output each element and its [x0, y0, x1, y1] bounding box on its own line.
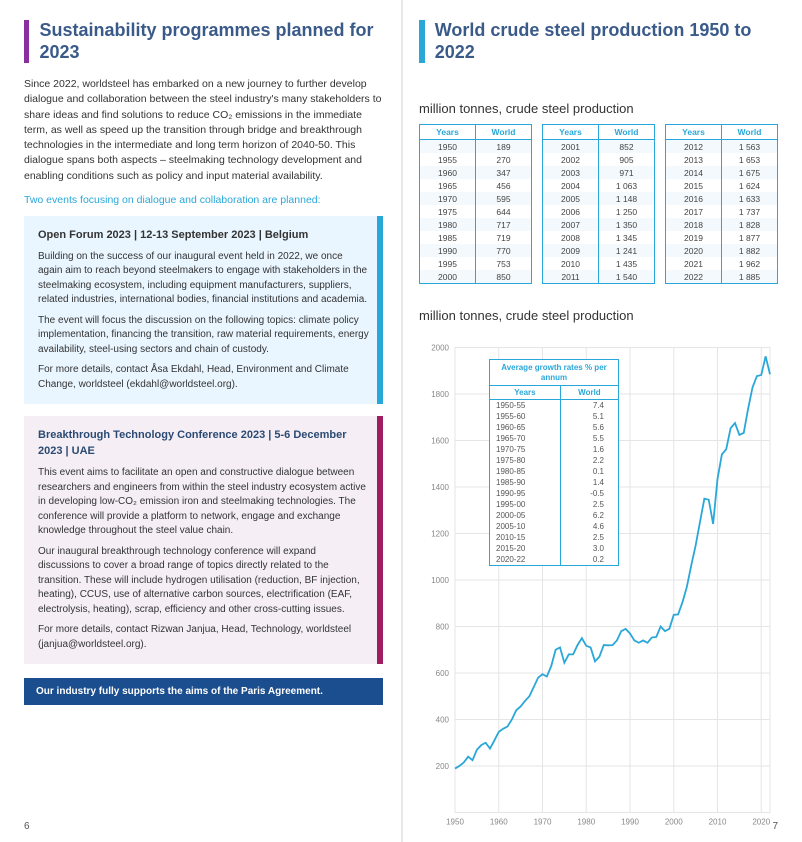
breakthrough-p3: For more details, contact Rizwan Janjua,… — [38, 623, 369, 652]
svg-text:400: 400 — [436, 716, 450, 725]
subline: Two events focusing on dialogue and coll… — [24, 194, 383, 206]
svg-text:2020: 2020 — [752, 818, 770, 827]
page-number-right: 7 — [772, 821, 778, 832]
production-table-1: YearsWorld195018919552701960347196545619… — [419, 124, 532, 284]
svg-text:1950: 1950 — [446, 818, 464, 827]
svg-text:1800: 1800 — [431, 390, 449, 399]
svg-text:600: 600 — [436, 669, 450, 678]
svg-text:800: 800 — [436, 623, 450, 632]
left-page: Sustainability programmes planned for 20… — [0, 0, 401, 842]
growth-rates-table: YearsWorld1950-557.41955-605.11960-655.6… — [490, 386, 618, 565]
right-title: World crude steel production 1950 to 202… — [435, 20, 778, 63]
chart-section-label: million tonnes, crude steel production — [419, 308, 778, 323]
svg-text:200: 200 — [436, 762, 450, 771]
left-title: Sustainability programmes planned for 20… — [39, 20, 383, 63]
svg-text:1600: 1600 — [431, 437, 449, 446]
callout-stripe-magenta — [377, 416, 383, 664]
open-forum-callout: Open Forum 2023 | 12-13 September 2023 |… — [24, 216, 383, 404]
right-page: World crude steel production 1950 to 202… — [401, 0, 802, 842]
growth-box-title: Average growth rates % per annum — [490, 360, 618, 386]
svg-text:1990: 1990 — [621, 818, 639, 827]
open-forum-p2: The event will focus the discussion on t… — [38, 314, 369, 358]
page-number-left: 6 — [24, 821, 30, 832]
callout-stripe-blue — [377, 216, 383, 404]
open-forum-p1: Building on the success of our inaugural… — [38, 250, 369, 308]
breakthrough-callout: Breakthrough Technology Conference 2023 … — [24, 416, 383, 664]
svg-text:2010: 2010 — [709, 818, 727, 827]
left-title-block: Sustainability programmes planned for 20… — [24, 20, 383, 63]
chart-wrap: 200 400 600 800 1000 1200 1400 1600 1800 2000 1950… — [419, 337, 778, 835]
right-title-accent — [419, 20, 425, 63]
growth-rates-box: Average growth rates % per annum YearsWo… — [489, 359, 619, 566]
intro-paragraph: Since 2022, worldsteel has embarked on a… — [24, 77, 383, 184]
breakthrough-p1: This event aims to facilitate an open an… — [38, 466, 369, 539]
svg-text:1400: 1400 — [431, 483, 449, 492]
svg-text:1000: 1000 — [431, 576, 449, 585]
left-title-accent — [24, 20, 29, 63]
production-table-2: YearsWorld20018522002905200397120041 063… — [542, 124, 655, 284]
svg-text:1970: 1970 — [534, 818, 552, 827]
svg-text:1200: 1200 — [431, 530, 449, 539]
production-table-3: YearsWorld20121 56320131 65320141 675201… — [665, 124, 778, 284]
breakthrough-heading: Breakthrough Technology Conference 2023 … — [38, 428, 369, 460]
svg-text:1980: 1980 — [577, 818, 595, 827]
tables-section-label: million tonnes, crude steel production — [419, 101, 778, 116]
svg-text:2000: 2000 — [431, 344, 449, 353]
breakthrough-p2: Our inaugural breakthrough technology co… — [38, 545, 369, 618]
svg-text:1960: 1960 — [490, 818, 508, 827]
paris-agreement-banner: Our industry fully supports the aims of … — [24, 678, 383, 705]
right-title-block: World crude steel production 1950 to 202… — [419, 20, 778, 63]
open-forum-heading: Open Forum 2023 | 12-13 September 2023 |… — [38, 228, 369, 244]
svg-text:2000: 2000 — [665, 818, 683, 827]
tables-row: YearsWorld195018919552701960347196545619… — [419, 124, 778, 284]
open-forum-p3: For more details, contact Åsa Ekdahl, He… — [38, 363, 369, 392]
